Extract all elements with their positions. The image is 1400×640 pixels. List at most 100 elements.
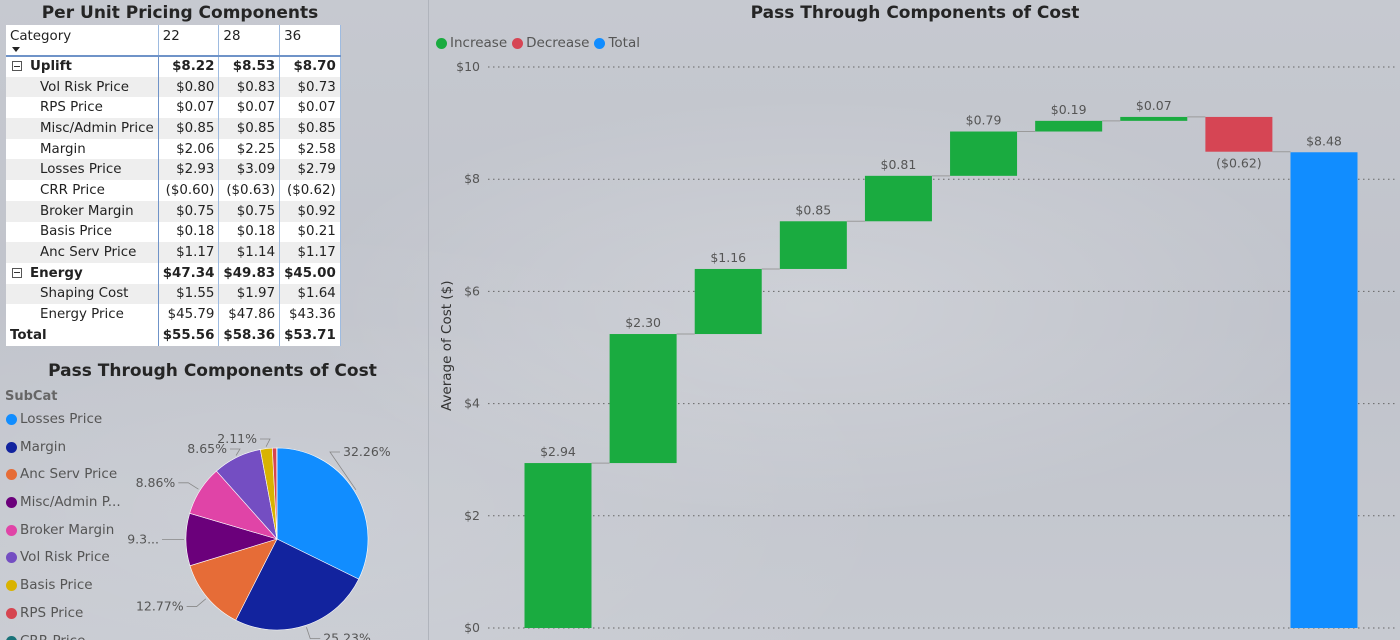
pie-legend-label: RPS Price [20, 604, 84, 621]
matrix-row: CRR Price ($0.60) ($0.63) ($0.62) [6, 180, 341, 201]
y-tick-label: $8 [464, 171, 480, 186]
pricing-matrix-table: Category 22 28 36 Uplift $8.22 $8.53 $8.70 V… [6, 25, 341, 346]
row-header-cell: Broker Margin [6, 200, 159, 222]
row-label: RPS Price [40, 100, 103, 116]
row-label: Margin [40, 141, 86, 157]
matrix-header-row: Category 22 28 36 [6, 25, 341, 57]
waterfall-bar-total[interactable] [1290, 152, 1358, 628]
waterfall-bar-increase[interactable] [1120, 116, 1188, 121]
y-tick-label: $4 [464, 396, 480, 411]
waterfall-bar-increase[interactable] [524, 463, 592, 628]
waterfall-data-label: $2.30 [625, 315, 661, 330]
value-cell: $0.18 [158, 221, 220, 243]
pie-legend-item[interactable]: CRR Price [6, 633, 121, 640]
value-cell: $0.85 [158, 118, 220, 139]
waterfall-bar-increase[interactable] [950, 131, 1018, 176]
row-label: Shaping Cost [40, 286, 129, 302]
pie-legend-item[interactable]: Misc/Admin P... [6, 494, 121, 522]
pie-legend-label: Basis Price [20, 577, 93, 594]
row-header-cell: RPS Price [6, 97, 159, 119]
waterfall-bar-increase[interactable] [779, 221, 847, 269]
value-cell: $0.92 [279, 200, 341, 222]
waterfall-data-label: $8.48 [1306, 133, 1342, 148]
waterfall-chart-title: Pass Through Components of Cost [750, 3, 1080, 23]
matrix-title: Per Unit Pricing Components [41, 3, 319, 23]
pie-legend-label: Anc Serv Price [20, 466, 118, 483]
pie-legend-label: Margin [20, 438, 67, 455]
value-cell: $1.64 [279, 283, 341, 305]
column-header-category[interactable]: Category [6, 25, 159, 57]
pie-legend-item[interactable]: RPS Price [6, 605, 121, 633]
value-cell: $8.53 [218, 56, 281, 77]
value-cell: $1.55 [158, 283, 220, 305]
row-label: Misc/Admin Price [40, 120, 154, 136]
row-header-cell: Margin [6, 138, 159, 160]
column-header-28[interactable]: 28 [218, 25, 281, 57]
pie-legend-item[interactable]: Anc Serv Price [6, 466, 121, 494]
waterfall-data-label: $0.19 [1051, 102, 1087, 117]
panel-divider [428, 0, 429, 640]
legend-marker-icon [6, 497, 17, 509]
waterfall-bar-increase[interactable] [1035, 120, 1103, 132]
waterfall-chart-visual: $0 $2 $4 $6 $8 $10 $2.94 $2.30 $1.16 $0.85 $0.81 $0… [430, 0, 1400, 640]
matrix-row: Anc Serv Price $1.17 $1.14 $1.17 [6, 242, 341, 263]
value-cell: $0.83 [218, 76, 281, 98]
pie-slice-label: 2.11% [217, 431, 257, 446]
row-label: Total [10, 327, 47, 343]
value-cell: $2.93 [158, 159, 220, 181]
y-tick-label: $0 [464, 620, 480, 635]
row-header-cell[interactable]: Energy [6, 262, 159, 284]
waterfall-data-label: $0.85 [795, 202, 831, 217]
value-cell: $55.56 [158, 324, 220, 346]
waterfall-data-label: $0.07 [1136, 98, 1172, 113]
pie-legend-label: CRR Price [20, 633, 85, 640]
matrix-total-row: Total $55.56 $58.36 $53.71 [6, 324, 341, 346]
legend-marker-icon [6, 414, 17, 425]
sort-descending-icon[interactable] [12, 47, 20, 52]
y-tick-label: $2 [464, 508, 480, 523]
value-cell: $53.71 [279, 324, 341, 346]
value-cell: $0.75 [218, 200, 281, 222]
collapse-icon[interactable] [12, 61, 22, 72]
collapse-icon[interactable] [12, 267, 22, 278]
waterfall-legend-item[interactable]: Total [594, 35, 640, 51]
pie-leader-line [230, 448, 241, 456]
value-cell: $0.07 [218, 97, 281, 119]
row-header-cell: Vol Risk Price [6, 76, 159, 98]
pie-legend-item[interactable]: Vol Risk Price [6, 549, 121, 577]
waterfall-bar-increase[interactable] [864, 175, 932, 222]
row-header-cell: Losses Price [6, 159, 159, 181]
pie-legend-item[interactable]: Broker Margin [6, 522, 121, 550]
value-cell: $47.86 [218, 304, 281, 325]
column-header-36[interactable]: 36 [279, 25, 341, 57]
value-cell: $0.80 [158, 76, 220, 98]
row-label: Vol Risk Price [40, 79, 129, 95]
pie-legend-item[interactable]: Losses Price [6, 411, 121, 439]
waterfall-data-label: $0.79 [966, 113, 1002, 128]
row-label: Energy Price [40, 307, 124, 323]
row-header-cell[interactable]: Uplift [6, 56, 159, 77]
matrix-group-row: Energy $47.34 $49.83 $45.00 [6, 262, 341, 284]
waterfall-legend-item[interactable]: Increase [436, 35, 507, 51]
value-cell: $45.00 [279, 262, 341, 284]
waterfall-legend: Increase Decrease Total [436, 35, 645, 51]
pie-slice[interactable] [235, 538, 360, 631]
waterfall-bar-increase[interactable] [609, 334, 677, 464]
legend-marker-icon [512, 38, 524, 49]
pie-legend-item[interactable]: Margin [6, 439, 121, 467]
pie-slice[interactable] [276, 447, 369, 580]
waterfall-data-label: $0.81 [881, 157, 917, 172]
matrix-group-row: Uplift $8.22 $8.53 $8.70 [6, 56, 341, 77]
waterfall-legend-label: Decrease [526, 35, 590, 51]
waterfall-legend-item[interactable]: Decrease [512, 35, 589, 51]
value-cell: $3.09 [218, 159, 281, 181]
pie-slice-label: 25.23% [323, 631, 371, 640]
value-cell: $0.75 [158, 200, 220, 222]
value-cell: ($0.60) [158, 180, 220, 201]
matrix-row: Misc/Admin Price $0.85 $0.85 $0.85 [6, 118, 341, 139]
column-header-22[interactable]: 22 [158, 25, 220, 57]
pie-legend-item[interactable]: Basis Price [6, 577, 121, 605]
waterfall-bar-increase[interactable] [694, 268, 762, 335]
waterfall-bar-decrease[interactable] [1205, 116, 1273, 152]
matrix-row: Margin $2.06 $2.25 $2.58 [6, 138, 341, 160]
